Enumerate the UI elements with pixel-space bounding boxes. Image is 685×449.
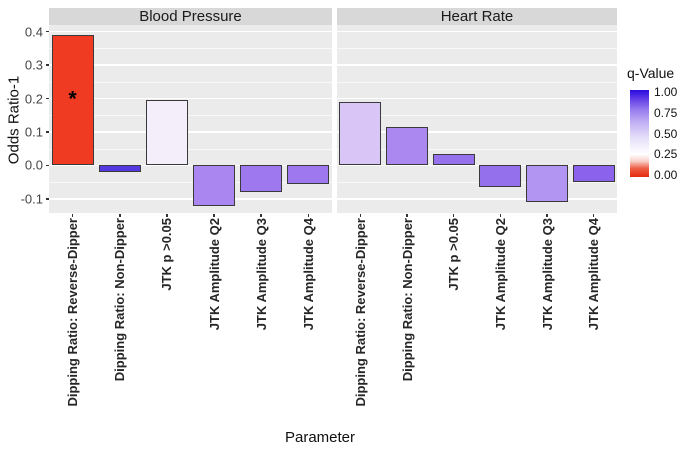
gridline-minor xyxy=(49,115,332,117)
legend-tick-label: 1.00 xyxy=(654,85,678,99)
bar xyxy=(240,165,283,193)
x-tick-mark xyxy=(592,213,595,217)
y-tick-mark xyxy=(45,131,49,133)
x-tick-mark xyxy=(307,213,310,217)
y-tick-label: -0.1 xyxy=(20,191,43,207)
facet-strip: Heart Rate xyxy=(337,8,617,25)
gridline-major xyxy=(49,64,332,66)
significance-asterisk: * xyxy=(68,87,77,111)
x-tick-mark xyxy=(546,213,548,217)
y-tick-mark xyxy=(45,64,49,66)
gridline-minor xyxy=(337,182,617,184)
facet-strip-label: Heart Rate xyxy=(440,8,514,25)
gridline-major xyxy=(337,64,617,66)
x-category-label: Dipping Ratio: Reverse-Dipper xyxy=(352,218,368,407)
x-tick-mark xyxy=(452,213,455,217)
legend-tick-label: 0.50 xyxy=(654,126,678,141)
bar xyxy=(51,35,94,166)
x-tick-mark xyxy=(260,213,263,217)
x-tick-mark xyxy=(71,213,74,217)
x-category-label: JTK p >0.05 xyxy=(159,218,175,291)
gridline-minor xyxy=(49,48,332,50)
facet-panel xyxy=(337,25,617,213)
legend-title: q-Value xyxy=(627,65,675,81)
gridline-major xyxy=(337,164,617,167)
x-category-label: JTK Amplitude Q4 xyxy=(300,218,316,331)
x-category-label: Dipping Ratio: Non-Dipper xyxy=(112,218,128,382)
x-category-label: Dipping Ratio: Reverse-Dipper xyxy=(65,218,81,407)
bar xyxy=(432,153,475,166)
facet-panel: * xyxy=(49,25,332,213)
gridline-major xyxy=(337,131,617,133)
gridline-minor xyxy=(49,148,332,150)
y-tick-label: 0.3 xyxy=(24,57,43,73)
x-category-label: Dipping Ratio: Non-Dipper xyxy=(399,218,415,382)
legend-gradient-bar xyxy=(630,90,649,177)
x-tick-mark xyxy=(406,213,408,217)
bar xyxy=(98,165,141,173)
y-tick-label: 0.4 xyxy=(24,24,43,40)
x-category-label: JTK p >0.05 xyxy=(446,218,462,291)
bar xyxy=(526,165,568,203)
facet-strip-label: Blood Pressure xyxy=(139,8,242,25)
gridline-major xyxy=(49,164,332,167)
x-tick-mark xyxy=(499,213,502,217)
x-category-label: JTK Amplitude Q2 xyxy=(206,218,222,331)
gridline-major xyxy=(49,131,332,133)
y-tick-label: 0.1 xyxy=(24,124,43,140)
gridline-minor xyxy=(337,81,617,83)
facet-strip: Blood Pressure xyxy=(49,8,332,25)
gridline-major xyxy=(337,97,617,100)
x-tick-mark xyxy=(166,213,168,217)
y-tick-label: 0.2 xyxy=(24,91,43,107)
x-axis-title: Parameter xyxy=(284,429,356,446)
gridline-major xyxy=(337,198,617,200)
gridline-major xyxy=(337,30,617,33)
y-tick-mark xyxy=(45,30,49,33)
y-tick-mark xyxy=(45,198,49,200)
x-tick-mark xyxy=(213,213,215,217)
gridline-major xyxy=(49,30,332,33)
gridline-minor xyxy=(49,182,332,184)
y-axis-title: Odds Ratio-1 xyxy=(5,75,23,165)
legend-tick-label: 0.00 xyxy=(654,168,678,182)
y-tick-label: 0.0 xyxy=(24,157,43,173)
legend-tick-label: 0.25 xyxy=(654,147,678,162)
bar xyxy=(193,165,236,206)
gridline-minor xyxy=(337,48,617,50)
x-tick-mark xyxy=(118,213,121,217)
bar xyxy=(339,101,382,166)
gridline-major xyxy=(49,198,332,200)
y-tick-mark xyxy=(45,164,49,167)
x-tick-mark xyxy=(359,213,362,217)
x-category-label: JTK Amplitude Q3 xyxy=(253,218,269,331)
x-category-label: JTK Amplitude Q3 xyxy=(539,218,555,331)
bar xyxy=(145,100,188,166)
gridline-minor xyxy=(49,81,332,83)
bar xyxy=(386,127,428,166)
legend-tick-label: 0.75 xyxy=(654,105,678,120)
bar xyxy=(572,165,615,183)
bar xyxy=(479,165,522,188)
gridline-major xyxy=(49,97,332,100)
gridline-minor xyxy=(337,148,617,150)
gridline-minor xyxy=(337,115,617,117)
x-category-label: JTK Amplitude Q4 xyxy=(586,218,602,331)
x-category-label: JTK Amplitude Q2 xyxy=(492,218,508,331)
bar xyxy=(287,165,330,184)
y-tick-mark xyxy=(45,97,49,100)
